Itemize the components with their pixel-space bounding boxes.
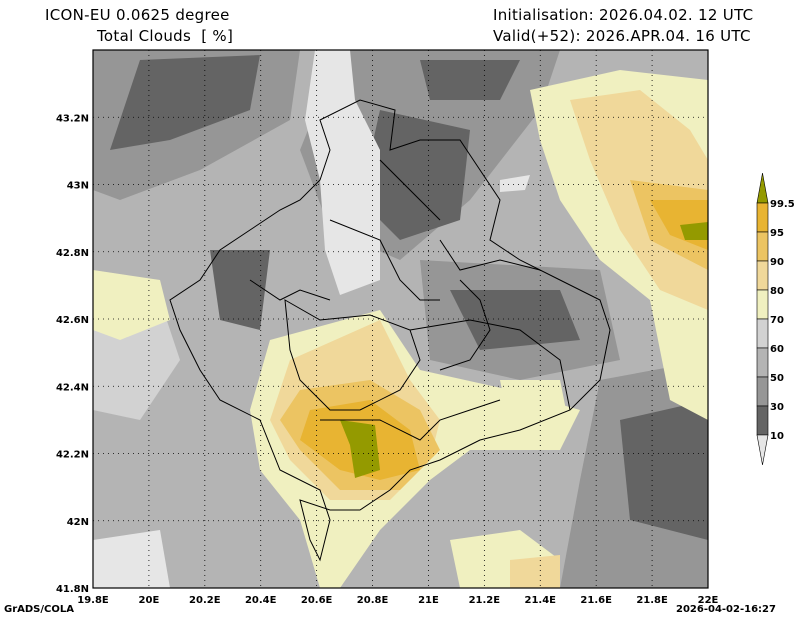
axis-ticks: 19.8E 20E 20.2E 20.4E 20.6E 20.8E 21E 21.2E 21.4… — [56, 113, 719, 606]
lat-tick-label: 43N — [67, 181, 89, 192]
lat-tick-label: 42.8N — [56, 248, 89, 259]
legend-swatch-30-50 — [756, 376, 769, 407]
lat-tick-label: 42.6N — [56, 315, 89, 326]
legend-swatch-60-70 — [756, 318, 769, 349]
legend-swatch-80-90 — [756, 260, 769, 291]
plot-timestamp: 2026-04-02-16:27 — [676, 604, 776, 615]
lat-tick-label: 43.2N — [56, 113, 89, 124]
lon-tick-label: 20E — [139, 595, 160, 606]
lon-tick-label: 21.8E — [636, 595, 668, 606]
lon-tick-label: 20.8E — [357, 595, 389, 606]
legend-label: 30 — [770, 402, 784, 413]
init-time: Initialisation: 2026.04.02. 12 UTC — [493, 6, 754, 24]
legend-label: 50 — [770, 373, 784, 384]
legend-label: 10 — [770, 431, 784, 442]
legend-swatch-10-30 — [756, 405, 769, 436]
lon-tick-label: 20.2E — [189, 595, 221, 606]
legend-swatch-95-99-5 — [756, 202, 769, 233]
lon-tick-label: 21.6E — [580, 595, 612, 606]
legend-label: 80 — [770, 286, 784, 297]
legend-swatch-above-99-5 — [756, 172, 769, 204]
lon-tick-label: 21.4E — [525, 595, 557, 606]
lon-tick-label: 19.8E — [77, 595, 109, 606]
cloud-field — [93, 50, 708, 588]
legend-label: 70 — [770, 315, 784, 326]
lon-tick-label: 20.4E — [245, 595, 277, 606]
field-title: Total Clouds [ %] — [97, 27, 234, 45]
lat-tick-label: 41.8N — [56, 584, 89, 595]
legend-label: 90 — [770, 257, 784, 268]
grads-credit: GrADS/COLA — [4, 604, 74, 615]
lat-tick-label: 42.4N — [56, 382, 89, 393]
colorbar: 99.5 95 90 80 70 60 50 30 10 — [756, 172, 795, 466]
lon-tick-label: 22E — [698, 595, 719, 606]
legend-swatch-70-80 — [756, 289, 769, 320]
legend-label: 95 — [770, 228, 784, 239]
lon-tick-label: 21E — [418, 595, 439, 606]
legend-swatch-below-10 — [756, 434, 769, 466]
lat-tick-label: 42N — [67, 517, 89, 528]
lat-tick-label: 42.2N — [56, 450, 89, 461]
legend-swatch-90-95 — [756, 231, 769, 262]
legend-label: 99.5 — [770, 199, 795, 210]
model-title: ICON-EU 0.0625 degree — [45, 6, 230, 24]
legend-label: 60 — [770, 344, 784, 355]
lon-tick-label: 21.2E — [469, 595, 501, 606]
valid-time: Valid(+52): 2026.APR.04. 16 UTC — [493, 27, 751, 45]
lon-tick-label: 20.6E — [301, 595, 333, 606]
legend-swatch-50-60 — [756, 347, 769, 378]
map-frame — [92, 49, 709, 589]
admin-borders — [169, 99, 611, 562]
